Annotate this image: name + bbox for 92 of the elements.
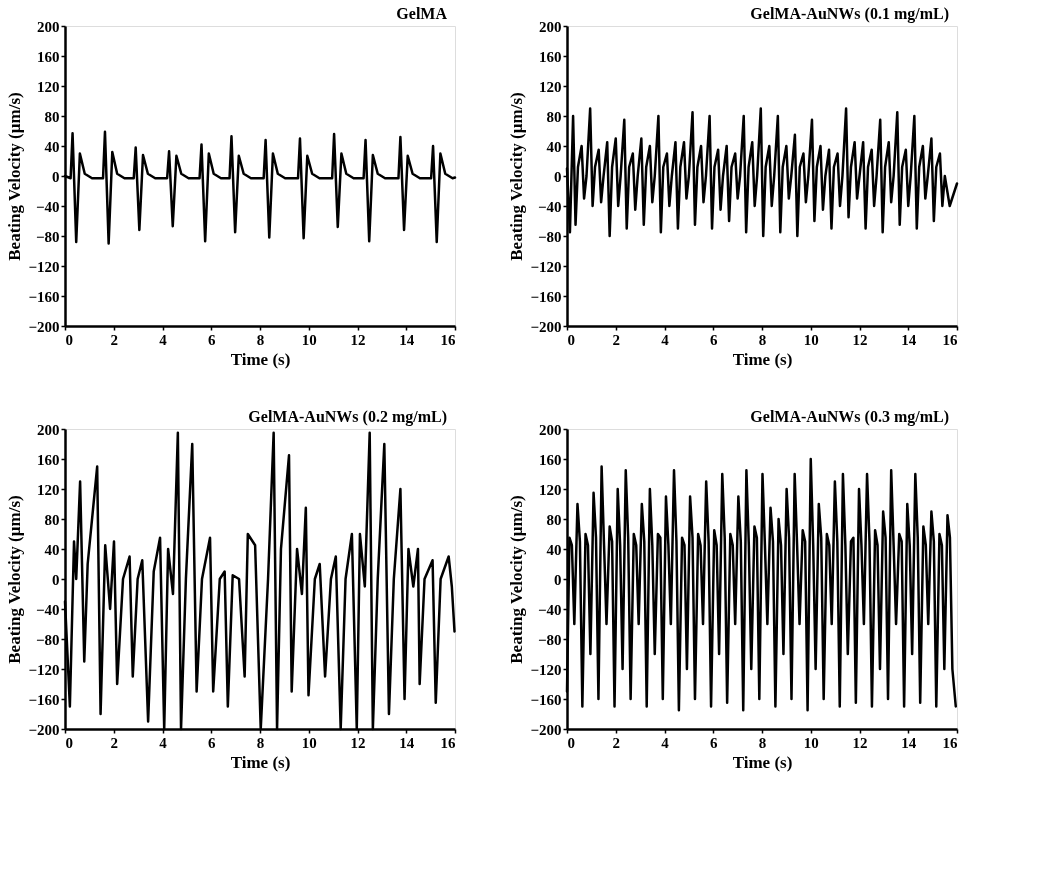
x-tick-label: 14 [399, 331, 415, 348]
y-axis-title: Beating Velocity (µm/s) [507, 495, 527, 664]
y-tick-label: −200 [28, 721, 60, 738]
y-tick-label: 0 [554, 571, 562, 588]
y-tick-label: 160 [37, 451, 60, 468]
y-tick-label: −40 [537, 198, 562, 215]
y-tick-label: 200 [539, 18, 562, 35]
y-tick-label: −80 [35, 631, 60, 648]
x-tick-label: 10 [803, 331, 819, 348]
y-tick-label: 0 [52, 571, 60, 588]
y-tick-label: 40 [44, 138, 60, 155]
y-tick-label: 160 [37, 48, 60, 65]
y-tick-label: −120 [28, 258, 60, 275]
chart-title: GelMA-AuNWs (0.3 mg/mL) [750, 408, 949, 426]
chart-title: GelMA-AuNWs (0.1 mg/mL) [750, 5, 949, 23]
x-tick-label: 4 [661, 734, 670, 751]
y-tick-label: 40 [546, 138, 562, 155]
y-tick-label: −120 [28, 661, 60, 678]
y-tick-label: 40 [546, 541, 562, 558]
y-tick-label: 120 [37, 481, 60, 498]
x-axis-title: Time (s) [732, 349, 793, 369]
y-axis-title: Beating Velocity (µm/s) [5, 495, 25, 664]
x-tick-label: 4 [159, 734, 168, 751]
x-tick-label: 8 [758, 331, 767, 348]
y-tick-label: 80 [546, 108, 562, 125]
x-tick-label: 16 [440, 734, 456, 751]
x-tick-label: 14 [901, 331, 917, 348]
y-tick-label: −160 [530, 691, 562, 708]
y-axis-title: Beating Velocity (µm/s) [507, 92, 527, 261]
y-tick-label: −40 [35, 601, 60, 618]
x-tick-label: 0 [567, 331, 575, 348]
chart-title: GelMA-AuNWs (0.2 mg/mL) [248, 408, 447, 426]
x-tick-label: 10 [803, 734, 819, 751]
y-tick-label: −200 [530, 318, 562, 335]
x-tick-label: 0 [65, 331, 73, 348]
x-tick-label: 16 [942, 734, 958, 751]
x-tick-label: 16 [440, 331, 456, 348]
x-tick-label: 8 [256, 331, 265, 348]
x-tick-label: 2 [612, 734, 620, 751]
x-tick-label: 6 [208, 331, 216, 348]
y-tick-label: −120 [530, 258, 562, 275]
x-axis-title: Time (s) [230, 349, 291, 369]
y-tick-label: 40 [44, 541, 60, 558]
x-tick-label: 4 [159, 331, 168, 348]
x-tick-label: 12 [350, 734, 366, 751]
x-tick-label: 2 [612, 331, 620, 348]
x-tick-label: 14 [901, 734, 917, 751]
y-tick-label: −80 [35, 228, 60, 245]
y-tick-label: 120 [539, 481, 562, 498]
x-tick-label: 12 [852, 734, 868, 751]
x-tick-label: 4 [661, 331, 670, 348]
y-tick-label: 200 [37, 421, 60, 438]
x-tick-label: 6 [208, 734, 216, 751]
y-tick-label: −200 [530, 721, 562, 738]
y-tick-label: 160 [539, 48, 562, 65]
y-tick-label: −160 [28, 288, 60, 305]
x-tick-label: 6 [710, 734, 718, 751]
y-tick-label: 0 [554, 168, 562, 185]
y-tick-label: −160 [530, 288, 562, 305]
x-tick-label: 12 [852, 331, 868, 348]
y-axis-title: Beating Velocity (µm/s) [5, 92, 25, 261]
y-tick-label: 80 [546, 511, 562, 528]
y-tick-label: 200 [37, 18, 60, 35]
x-tick-label: 10 [301, 734, 317, 751]
y-tick-label: −40 [537, 601, 562, 618]
y-tick-label: −80 [537, 631, 562, 648]
chart-title: GelMA [396, 5, 448, 22]
y-tick-label: −200 [28, 318, 60, 335]
x-tick-label: 16 [942, 331, 958, 348]
x-axis-title: Time (s) [230, 752, 291, 772]
x-tick-label: 8 [256, 734, 265, 751]
y-tick-label: 160 [539, 451, 562, 468]
y-tick-label: 80 [44, 511, 60, 528]
x-tick-label: 12 [350, 331, 366, 348]
x-tick-label: 10 [301, 331, 317, 348]
x-axis-title: Time (s) [732, 752, 793, 772]
x-tick-label: 0 [65, 734, 73, 751]
y-tick-label: 120 [539, 78, 562, 95]
x-tick-label: 0 [567, 734, 575, 751]
y-tick-label: −40 [35, 198, 60, 215]
y-tick-label: 80 [44, 108, 60, 125]
x-tick-label: 2 [110, 734, 118, 751]
x-tick-label: 8 [758, 734, 767, 751]
x-tick-label: 6 [710, 331, 718, 348]
y-tick-label: −120 [530, 661, 562, 678]
y-tick-label: 120 [37, 78, 60, 95]
y-tick-label: 200 [539, 421, 562, 438]
y-tick-label: −80 [537, 228, 562, 245]
y-tick-label: −160 [28, 691, 60, 708]
x-tick-label: 2 [110, 331, 118, 348]
y-tick-label: 0 [52, 168, 60, 185]
x-tick-label: 14 [399, 734, 415, 751]
